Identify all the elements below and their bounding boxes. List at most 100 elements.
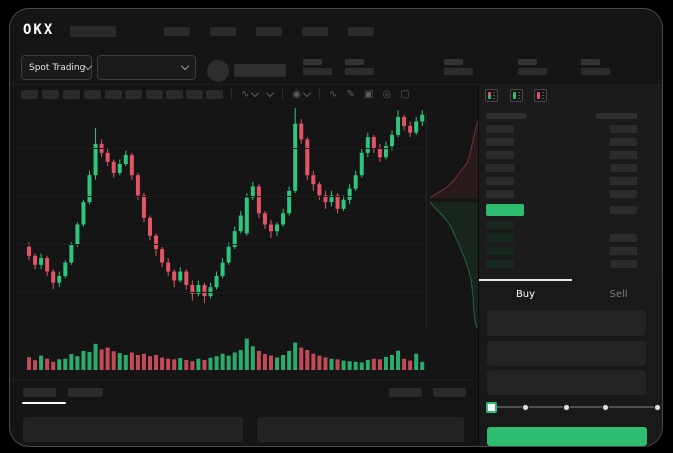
toolbar-separator	[231, 88, 232, 100]
candle	[220, 262, 225, 276]
bottom-action-placeholder[interactable]	[433, 388, 466, 397]
slider-stop[interactable]	[654, 404, 661, 411]
volume-bar	[408, 360, 413, 370]
nav-item-placeholder[interactable]	[302, 27, 328, 36]
settings-icon[interactable]: ◎	[382, 88, 392, 100]
candle	[184, 271, 189, 285]
draw-tool-icon[interactable]: ✎	[346, 88, 355, 100]
overlay-icon[interactable]: ◉	[292, 88, 312, 100]
book-bids-only-icon[interactable]	[510, 89, 523, 102]
indicators-icon[interactable]: ∿	[241, 88, 260, 100]
volume-bar	[347, 361, 352, 370]
okx-logo[interactable]: OKX	[23, 22, 55, 38]
timeframe-placeholder[interactable]	[186, 90, 203, 99]
buy-submit-button[interactable]	[487, 427, 647, 446]
candle	[275, 224, 280, 232]
depth-overlay[interactable]	[426, 110, 480, 331]
amount-input[interactable]	[487, 341, 646, 366]
volume-bar	[166, 358, 171, 370]
candle	[129, 155, 134, 176]
bid-price-placeholder[interactable]	[486, 260, 514, 268]
stat-value-placeholder	[518, 68, 547, 75]
timeframe-placeholder[interactable]	[125, 90, 142, 99]
slider-stop[interactable]	[522, 404, 529, 411]
total-input[interactable]	[487, 370, 646, 395]
candle	[353, 175, 358, 189]
ask-price-placeholder[interactable]	[486, 190, 514, 198]
price-input[interactable]	[487, 310, 646, 336]
timeframe-placeholder[interactable]	[105, 90, 122, 99]
timeframe-placeholder[interactable]	[166, 90, 183, 99]
ask-amount-placeholder	[610, 190, 637, 198]
volume-bar	[238, 350, 243, 370]
slider-handle[interactable]	[486, 402, 497, 413]
tab-buy[interactable]: Buy	[479, 279, 572, 308]
candle	[287, 190, 292, 214]
ask-price-placeholder[interactable]	[486, 177, 514, 185]
orderbook-header-left-placeholder	[486, 113, 526, 119]
volume-bar	[250, 346, 255, 370]
candlestick-chart[interactable]	[26, 108, 425, 332]
candle	[208, 287, 213, 297]
candle	[383, 146, 388, 158]
tab-sell[interactable]: Sell	[609, 289, 628, 300]
volume-bar	[93, 343, 98, 370]
candle	[402, 116, 407, 126]
timeframe-placeholder[interactable]	[206, 90, 223, 99]
amount-slider[interactable]	[491, 406, 657, 408]
volume-bar	[75, 356, 80, 370]
nav-item-placeholder[interactable]	[348, 27, 374, 36]
bottom-action-placeholder[interactable]	[389, 388, 422, 397]
ticker-stat	[444, 59, 473, 75]
ask-amount-placeholder	[610, 164, 637, 172]
bid-price-placeholder[interactable]	[486, 221, 514, 229]
candle	[123, 155, 128, 164]
book-asks-only-icon[interactable]	[534, 89, 547, 102]
line-chart-icon[interactable]: ∿	[329, 88, 338, 100]
icon-lines	[542, 92, 544, 99]
volume-bar	[99, 349, 104, 370]
volume-bar	[256, 350, 261, 370]
nav-item-placeholder[interactable]	[210, 27, 236, 36]
book-combined-icon[interactable]	[485, 89, 498, 102]
candle	[135, 175, 140, 196]
slider-stop[interactable]	[602, 404, 609, 411]
volume-bar	[311, 353, 316, 370]
candle	[57, 276, 62, 283]
stat-value-placeholder	[581, 68, 610, 75]
bid-price-placeholder[interactable]	[486, 247, 514, 255]
bottom-tab-placeholder[interactable]	[68, 388, 103, 397]
timeframe-placeholder[interactable]	[146, 90, 163, 99]
pair-dropdown[interactable]	[97, 55, 196, 80]
bid-price-placeholder[interactable]	[486, 234, 514, 242]
ask-price-placeholder[interactable]	[486, 138, 514, 146]
volume-bar	[184, 359, 189, 370]
bottom-tab-placeholder[interactable]	[23, 388, 56, 397]
nav-item-placeholder[interactable]	[256, 27, 282, 36]
ask-price-placeholder[interactable]	[486, 125, 514, 133]
ask-price-placeholder[interactable]	[486, 151, 514, 159]
fullscreen-icon[interactable]: ▢	[400, 88, 410, 100]
nav-item-placeholder[interactable]	[164, 27, 190, 36]
ticker-stat	[345, 59, 374, 75]
volume-bar	[105, 347, 110, 370]
market-type-dropdown[interactable]: Spot Trading	[21, 55, 93, 80]
last-price-highlight[interactable]	[486, 204, 524, 216]
volume-bar	[190, 361, 195, 370]
ticker-stat	[303, 59, 332, 75]
timeframe-placeholder[interactable]	[84, 90, 101, 99]
stat-value-placeholder	[303, 68, 332, 75]
candle	[202, 284, 207, 297]
dropdown-icon[interactable]	[266, 88, 275, 97]
timeframe-placeholder[interactable]	[42, 90, 59, 99]
timeframe-placeholder[interactable]	[63, 90, 80, 99]
toolbar-separator	[282, 88, 284, 100]
candle	[105, 152, 110, 162]
screenshot-icon[interactable]: ▣	[363, 88, 374, 100]
icon-lines	[518, 92, 520, 99]
volume-bar	[123, 354, 128, 370]
timeframe-placeholder[interactable]	[21, 90, 38, 99]
volume-bar	[335, 359, 340, 370]
slider-stop[interactable]	[563, 404, 570, 411]
ask-price-placeholder[interactable]	[486, 164, 514, 172]
